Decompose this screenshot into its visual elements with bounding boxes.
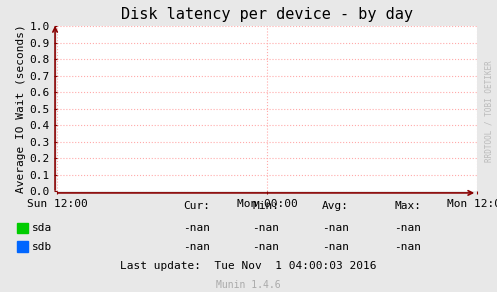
Text: RRDTOOL / TOBI OETIKER: RRDTOOL / TOBI OETIKER: [485, 60, 494, 162]
Text: -nan: -nan: [183, 242, 210, 252]
Text: Cur:: Cur:: [183, 201, 210, 211]
Text: -nan: -nan: [252, 223, 279, 233]
Text: Avg:: Avg:: [322, 201, 349, 211]
Text: Last update:  Tue Nov  1 04:00:03 2016: Last update: Tue Nov 1 04:00:03 2016: [120, 261, 377, 271]
Text: -nan: -nan: [394, 223, 421, 233]
Title: Disk latency per device - by day: Disk latency per device - by day: [121, 7, 413, 22]
Text: Max:: Max:: [394, 201, 421, 211]
Text: -nan: -nan: [183, 223, 210, 233]
Text: sdb: sdb: [32, 242, 53, 252]
Text: Munin 1.4.6: Munin 1.4.6: [216, 280, 281, 290]
Text: -nan: -nan: [394, 242, 421, 252]
Text: -nan: -nan: [322, 242, 349, 252]
Text: sda: sda: [32, 223, 53, 233]
Text: Min:: Min:: [252, 201, 279, 211]
Text: -nan: -nan: [322, 223, 349, 233]
Text: -nan: -nan: [252, 242, 279, 252]
Y-axis label: Average IO Wait (seconds): Average IO Wait (seconds): [16, 25, 26, 193]
